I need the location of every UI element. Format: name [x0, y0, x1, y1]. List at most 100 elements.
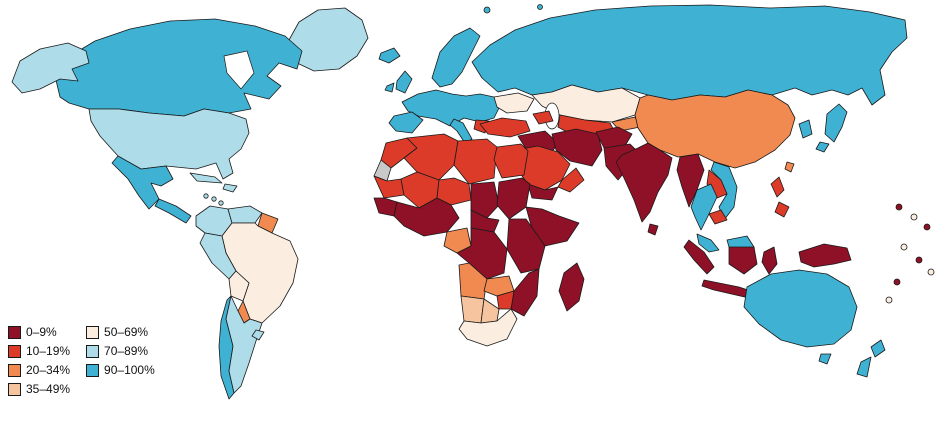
region-uruguay: [251, 329, 265, 341]
legend-label: 0–9%: [26, 325, 57, 339]
region-united-kingdom: [395, 70, 413, 94]
legend-column-1: 0–9% 10–19% 20–34% 35–49%: [8, 326, 70, 396]
hudson-bay: [223, 50, 255, 90]
region-cuba: [189, 172, 223, 184]
region-mauritania: [373, 175, 405, 199]
region-yemen: [527, 183, 559, 201]
legend-swatch-icon: [86, 364, 100, 377]
region-argentina: [225, 295, 263, 394]
region-canada: [54, 18, 303, 117]
legend-swatch-icon: [86, 326, 100, 339]
region-sumatra: [683, 239, 715, 275]
region-chad: [470, 181, 500, 219]
legend-swatch-icon: [8, 326, 21, 339]
region-caribbean-islands: [218, 200, 224, 206]
region-australia: [743, 269, 858, 348]
region-pacific-island-4: [900, 243, 908, 251]
region-afghanistan: [595, 126, 633, 149]
region-new-guinea: [798, 243, 852, 268]
region-madagascar: [558, 262, 585, 312]
region-namibia: [460, 295, 485, 324]
region-turkey: [479, 117, 531, 138]
region-alaska: [11, 42, 90, 94]
region-central-america: [154, 198, 192, 224]
region-sulawesi: [761, 246, 778, 275]
legend-column-2: 50–69% 70–89% 90–100%: [86, 326, 155, 396]
region-algeria: [403, 133, 459, 181]
region-philippines: [774, 201, 790, 218]
legend-label: 35–49%: [26, 382, 71, 396]
region-myanmar: [676, 153, 705, 208]
region-caucasus: [532, 110, 554, 125]
region-pacific-island-2: [910, 213, 918, 221]
region-scandinavia: [431, 27, 481, 88]
legend-item: 90–100%: [86, 364, 155, 377]
region-japan: [815, 141, 830, 153]
region-central-african-republic: [470, 209, 500, 233]
region-greenland: [288, 7, 369, 72]
region-bolivia: [228, 270, 250, 302]
region-hispaniola: [222, 183, 238, 193]
region-pacific-island-3: [923, 223, 931, 231]
region-venezuela: [227, 205, 263, 224]
region-china-mongolia: [634, 89, 796, 169]
region-oman: [557, 167, 585, 193]
region-pacific-island-5: [915, 256, 923, 264]
region-west-africa-coast: [393, 197, 460, 237]
region-korea: [798, 119, 813, 139]
region-taiwan: [784, 161, 795, 173]
region-tasmania: [818, 353, 832, 365]
region-japan: [824, 103, 848, 143]
legend-item: 50–69%: [86, 326, 155, 339]
region-pacific-island-7: [893, 278, 901, 286]
region-russia: [471, 4, 908, 106]
region-egypt: [493, 143, 529, 179]
legend-swatch-icon: [8, 364, 21, 377]
region-ireland: [384, 82, 395, 93]
region-senegal-guinea: [373, 197, 398, 217]
region-new-zealand: [870, 339, 886, 358]
region-caribbean-islands: [203, 193, 209, 199]
region-ukraine: [493, 92, 535, 114]
region-new-zealand: [856, 356, 872, 378]
region-fiji: [885, 296, 893, 304]
region-usa: [88, 108, 250, 180]
region-south-africa: [458, 308, 518, 347]
legend-swatch-icon: [86, 345, 100, 358]
region-sudan: [496, 177, 531, 220]
region-thailand: [690, 183, 718, 231]
legend-label: 70–89%: [104, 344, 149, 358]
region-philippines: [770, 176, 785, 198]
legend-item: 70–89%: [86, 345, 155, 358]
region-svalbard: [483, 6, 491, 14]
region-borneo-indonesia: [728, 246, 758, 275]
region-caribbean-islands: [211, 196, 217, 202]
legend-item: 10–19%: [8, 345, 70, 358]
legend-label: 20–34%: [26, 363, 71, 377]
region-libya: [453, 138, 498, 185]
legend: 0–9% 10–19% 20–34% 35–49% 50–69% 70–89% …: [8, 326, 155, 396]
legend-swatch-icon: [8, 345, 21, 358]
region-iceland: [378, 47, 401, 64]
region-pacific-island-6: [927, 268, 935, 276]
legend-label: 50–69%: [104, 325, 149, 339]
region-mexico: [111, 155, 174, 210]
legend-item: 20–34%: [8, 364, 70, 377]
legend-item: 0–9%: [8, 326, 70, 339]
region-india: [615, 142, 673, 223]
region-malaysia: [696, 233, 720, 253]
region-sri-lanka: [647, 223, 659, 236]
region-mozambique: [510, 268, 540, 317]
legend-label: 90–100%: [104, 363, 155, 377]
legend-item: 35–49%: [8, 383, 70, 396]
legend-swatch-icon: [8, 383, 21, 396]
region-iberia: [388, 111, 424, 134]
region-pacific-island-1: [895, 203, 903, 211]
region-europe-mainland: [401, 89, 501, 127]
region-svalbard: [537, 4, 543, 10]
region-botswana: [480, 298, 500, 324]
legend-label: 10–19%: [26, 344, 71, 358]
region-cambodia: [708, 209, 728, 225]
